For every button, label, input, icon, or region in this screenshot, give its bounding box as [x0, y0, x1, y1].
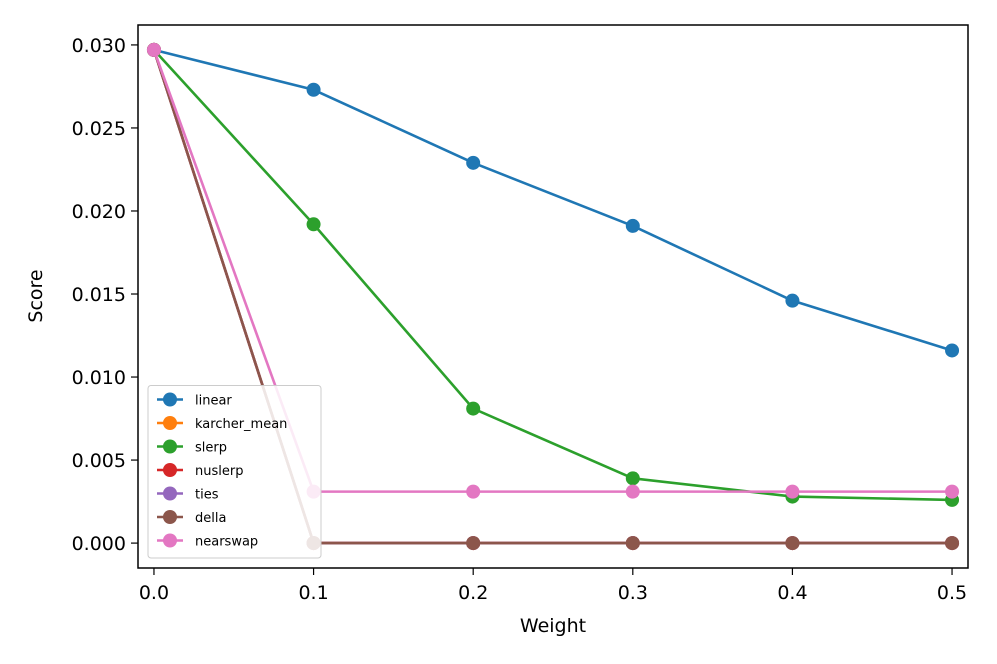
legend-label: slerp	[195, 441, 227, 456]
y-tick-label: 0.015	[72, 284, 126, 306]
legend-marker	[163, 510, 177, 524]
data-point	[466, 401, 481, 416]
x-tick-label: 0.5	[937, 582, 967, 604]
data-point	[785, 536, 800, 551]
data-point	[945, 536, 960, 551]
y-tick-label: 0.005	[72, 450, 126, 472]
x-axis-label: Weight	[520, 615, 586, 637]
data-point	[945, 484, 960, 499]
legend-label: ties	[195, 488, 219, 503]
legend-marker	[163, 486, 177, 501]
data-point	[306, 217, 321, 232]
data-point	[625, 536, 640, 551]
x-tick-label: 0.3	[618, 582, 648, 604]
legend-marker	[163, 392, 177, 407]
legend-label: linear	[195, 394, 232, 409]
y-axis-label: Score	[25, 269, 47, 322]
y-tick-label: 0.010	[72, 367, 126, 389]
x-tick-label: 0.1	[298, 582, 328, 604]
legend-marker	[163, 439, 177, 454]
x-tick-label: 0.4	[777, 582, 807, 604]
series-line	[153, 48, 953, 352]
legend-item: karcher_mean	[157, 416, 287, 432]
legend-marker	[163, 416, 177, 430]
axes-frame	[137, 24, 969, 569]
x-tick-label: 0.2	[458, 582, 488, 604]
data-point	[466, 484, 481, 499]
legend-label: della	[195, 511, 226, 526]
y-tick-label: 0.020	[72, 201, 126, 223]
y-tick-label: 0.030	[72, 35, 126, 57]
data-point	[466, 155, 481, 170]
data-point	[785, 484, 800, 499]
data-point	[466, 536, 481, 551]
data-point	[625, 218, 640, 233]
data-point	[625, 484, 640, 499]
legend-item: ties	[157, 486, 219, 503]
data-point	[785, 293, 800, 308]
legend-marker	[163, 533, 177, 548]
legend-marker	[163, 463, 177, 477]
legend-item: nearswap	[157, 533, 258, 550]
legend-label: karcher_mean	[195, 417, 287, 432]
axis-ticks: 0.0 0.1 0.2 0.3 0.4 0.5 0.000 0.005 0.010 0.015 0.…	[72, 35, 968, 604]
data-point	[306, 82, 321, 97]
data-point	[625, 471, 640, 486]
y-tick-label: 0.000	[72, 533, 126, 555]
legend-item: slerp	[157, 439, 227, 456]
legend-box	[147, 385, 322, 559]
y-tick-label: 0.025	[72, 118, 126, 140]
data-point	[945, 343, 960, 358]
data-point	[146, 42, 161, 57]
series-linear	[146, 42, 960, 358]
legend-item: linear	[157, 392, 232, 409]
x-tick-label: 0.0	[139, 582, 169, 604]
legend-label: nuslerp	[195, 464, 243, 479]
legend-item: della	[157, 510, 226, 526]
legend-item: nuslerp	[157, 463, 243, 479]
series-line	[153, 49, 953, 502]
legend-label: nearswap	[195, 535, 258, 550]
